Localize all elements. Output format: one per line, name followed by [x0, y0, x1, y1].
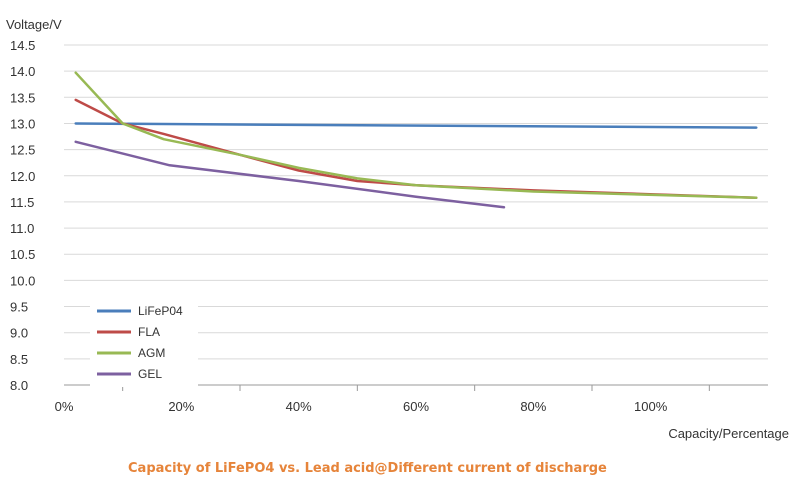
legend-label-fla: FLA: [138, 325, 160, 339]
x-tick-label: 100%: [634, 399, 668, 414]
series-line-agm: [74, 71, 758, 199]
y-tick-label: 13.0: [10, 116, 35, 131]
y-tick-label: 9.5: [10, 300, 28, 315]
x-tick-label: 60%: [403, 399, 429, 414]
y-tick-label: 10.5: [10, 247, 35, 262]
legend-label-lifep04: LiFeP04: [138, 304, 183, 318]
x-axis-title: Capacity/Percentage: [668, 426, 789, 441]
y-tick-label: 9.0: [10, 326, 28, 341]
y-tick-label: 14.0: [10, 64, 35, 79]
x-tick-label: 80%: [520, 399, 546, 414]
x-tick-labels: 0% 20% 40% 60% 80% 100%: [55, 399, 668, 414]
legend: LiFeP04 FLA AGM GEL: [90, 299, 198, 387]
series-line-gel: [74, 140, 506, 209]
y-tick-label: 13.5: [10, 90, 35, 105]
legend-label-gel: GEL: [138, 367, 162, 381]
y-tick-label: 10.0: [10, 273, 35, 288]
y-tick-label: 8.5: [10, 352, 28, 367]
legend-box: [90, 299, 198, 387]
y-tick-labels: 8.0 8.5 9.0 9.5 10.0 10.5 11.0 11.5 12.0 12.5 13.0…: [10, 38, 35, 393]
chart-caption: Capacity of LiFePO4 vs. Lead acid@Differ…: [128, 461, 607, 476]
y-tick-label: 11.0: [10, 221, 34, 236]
x-tick-label: 20%: [168, 399, 194, 414]
series-line-lifep04: [74, 122, 758, 129]
y-tick-label: 8.0: [10, 378, 28, 393]
x-tick-label: 0%: [55, 399, 74, 414]
y-tick-label: 12.0: [10, 169, 35, 184]
x-tick-label: 40%: [286, 399, 312, 414]
series-lines: [74, 71, 758, 209]
y-axis-title: Voltage/V: [6, 17, 62, 32]
y-tick-label: 11.5: [10, 195, 34, 210]
y-tick-label: 14.5: [10, 38, 35, 53]
y-tick-label: 12.5: [10, 143, 35, 158]
legend-label-agm: AGM: [138, 346, 165, 360]
